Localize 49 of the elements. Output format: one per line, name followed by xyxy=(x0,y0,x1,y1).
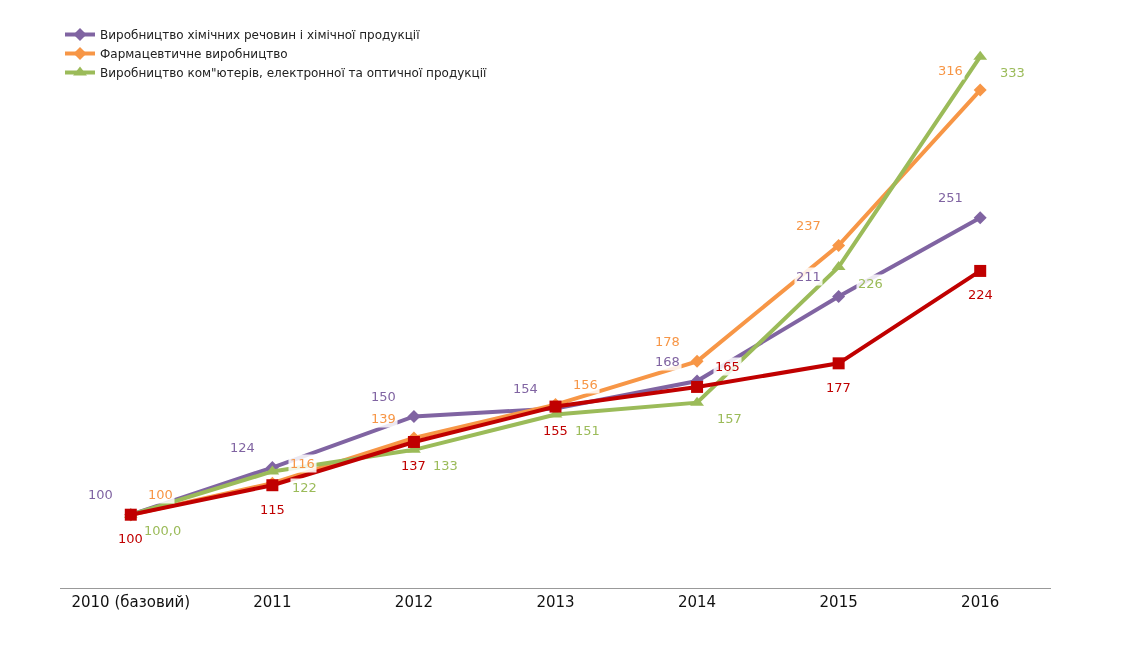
data-label: 165 xyxy=(715,359,740,374)
data-label: 226 xyxy=(858,276,883,291)
data-label: 100 xyxy=(118,531,143,546)
data-label: 168 xyxy=(655,354,680,369)
point xyxy=(973,83,987,97)
data-label: 155 xyxy=(543,423,568,438)
x-tick-label: 2015 xyxy=(819,593,858,611)
x-tick-label: 2010 (базовий) xyxy=(71,593,191,611)
data-label: 224 xyxy=(968,287,993,302)
data-label: 333 xyxy=(1000,65,1025,80)
point xyxy=(832,289,846,303)
data-label: 150 xyxy=(371,389,396,404)
x-tick-label: 2014 xyxy=(677,593,717,611)
x-tick-label: 2016 xyxy=(961,593,1000,611)
data-label: 116 xyxy=(290,456,315,471)
x-tick-label: 2013 xyxy=(536,593,575,611)
legend-label: Фармацевтичне виробництво xyxy=(100,47,288,62)
point xyxy=(691,380,704,393)
data-label: 156 xyxy=(573,377,598,392)
data-label: 177 xyxy=(826,380,851,395)
data-label: 100 xyxy=(148,487,173,502)
point xyxy=(407,409,421,423)
x-tick-label: 2012 xyxy=(394,593,434,611)
data-label: 139 xyxy=(371,411,396,426)
legend-label: Виробництво хімічних речовин і хімічної продукції xyxy=(100,28,421,43)
point xyxy=(690,354,704,368)
data-label: 151 xyxy=(575,423,600,438)
data-label: 178 xyxy=(655,334,680,349)
data-label: 154 xyxy=(513,381,538,396)
data-label: 122 xyxy=(292,480,317,495)
point xyxy=(974,264,987,277)
data-label: 115 xyxy=(260,502,285,517)
data-label: 100 xyxy=(88,487,113,502)
data-label: 137 xyxy=(401,458,426,473)
data-label: 100,0 xyxy=(144,523,182,538)
point xyxy=(690,396,704,406)
x-tick-label: 2011 xyxy=(253,593,292,611)
point xyxy=(832,238,846,252)
point xyxy=(973,211,987,225)
data-label: 237 xyxy=(796,218,821,233)
point xyxy=(832,357,845,370)
data-label: 211 xyxy=(796,269,821,284)
legend-label: Виробництво ком"ютерів, електронної та оптичної продукції xyxy=(100,66,488,81)
data-label: 124 xyxy=(230,440,255,455)
data-label: 316 xyxy=(938,63,963,78)
data-label: 157 xyxy=(717,411,742,426)
data-label: 133 xyxy=(433,458,458,473)
data-label: 251 xyxy=(938,190,963,205)
point xyxy=(407,435,420,448)
